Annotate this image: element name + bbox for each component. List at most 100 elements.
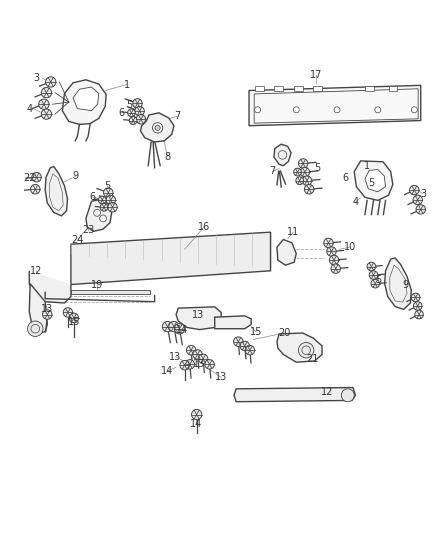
Circle shape (42, 310, 52, 319)
Text: 14: 14 (190, 419, 202, 430)
Circle shape (136, 115, 145, 124)
Text: 13: 13 (193, 359, 205, 369)
Circle shape (69, 313, 79, 322)
Circle shape (63, 308, 73, 317)
Circle shape (371, 279, 380, 288)
Circle shape (28, 321, 43, 336)
Circle shape (108, 203, 117, 212)
Circle shape (331, 264, 340, 273)
Text: 7: 7 (269, 166, 276, 176)
Text: 9: 9 (403, 279, 409, 289)
Text: 14: 14 (177, 325, 189, 335)
Circle shape (416, 205, 425, 214)
Circle shape (300, 167, 310, 177)
Text: 11: 11 (287, 227, 300, 237)
Text: 13: 13 (192, 310, 205, 320)
Circle shape (191, 409, 202, 420)
Circle shape (298, 159, 308, 168)
Text: 1: 1 (364, 160, 370, 171)
Text: 22: 22 (23, 173, 35, 183)
Text: 23: 23 (82, 225, 95, 236)
Circle shape (205, 360, 214, 369)
Circle shape (367, 262, 376, 271)
Polygon shape (234, 387, 356, 402)
Circle shape (341, 389, 354, 402)
Polygon shape (71, 232, 271, 285)
Circle shape (162, 321, 173, 332)
Circle shape (99, 196, 106, 204)
Text: 3: 3 (34, 72, 39, 83)
Text: 6: 6 (343, 173, 349, 183)
Circle shape (187, 345, 196, 355)
Text: 8: 8 (164, 151, 170, 161)
Text: 5: 5 (368, 178, 374, 188)
Polygon shape (215, 316, 251, 329)
Circle shape (233, 337, 243, 346)
Circle shape (41, 87, 52, 98)
Bar (365, 86, 374, 91)
Circle shape (31, 184, 40, 194)
Circle shape (133, 99, 142, 108)
Text: 6: 6 (89, 192, 95, 202)
Polygon shape (45, 166, 67, 216)
Circle shape (413, 195, 423, 205)
Text: 13: 13 (41, 304, 53, 313)
Circle shape (415, 310, 423, 319)
Text: 14: 14 (161, 366, 173, 376)
Polygon shape (29, 284, 47, 333)
Text: 6: 6 (118, 108, 124, 118)
Circle shape (296, 177, 304, 184)
Polygon shape (71, 290, 150, 294)
Polygon shape (86, 199, 112, 231)
Circle shape (411, 293, 420, 302)
Text: 17: 17 (310, 70, 322, 80)
Text: 3: 3 (420, 189, 426, 198)
Polygon shape (176, 307, 221, 329)
Circle shape (169, 321, 179, 332)
Circle shape (103, 188, 113, 197)
Circle shape (152, 123, 163, 133)
Circle shape (100, 204, 108, 211)
Text: 13: 13 (215, 372, 227, 382)
Bar (274, 86, 283, 91)
Circle shape (39, 99, 49, 109)
Text: 7: 7 (174, 111, 180, 122)
Circle shape (413, 302, 422, 310)
Circle shape (193, 350, 202, 359)
Text: 5: 5 (104, 181, 110, 191)
Bar (255, 86, 264, 91)
Text: 12: 12 (321, 387, 333, 397)
Circle shape (375, 107, 381, 113)
Circle shape (155, 125, 160, 131)
Text: 10: 10 (344, 242, 356, 252)
Bar (389, 86, 397, 91)
Polygon shape (385, 258, 411, 310)
Text: 4: 4 (26, 103, 32, 114)
Text: 12: 12 (30, 266, 43, 276)
Bar (294, 86, 303, 91)
Text: 5: 5 (314, 163, 321, 173)
Polygon shape (249, 85, 421, 126)
Text: 5: 5 (374, 275, 381, 285)
Circle shape (127, 109, 135, 117)
Circle shape (329, 255, 339, 265)
Polygon shape (62, 80, 106, 124)
Text: 5: 5 (126, 100, 132, 110)
Text: 15: 15 (250, 327, 262, 337)
Polygon shape (29, 271, 71, 303)
Circle shape (174, 324, 185, 334)
Circle shape (106, 195, 116, 205)
Circle shape (293, 107, 299, 113)
Polygon shape (277, 239, 296, 265)
Circle shape (135, 107, 144, 116)
Circle shape (41, 109, 52, 119)
Circle shape (129, 117, 137, 124)
Circle shape (327, 247, 336, 256)
Circle shape (46, 77, 56, 87)
Circle shape (334, 107, 340, 113)
Text: 20: 20 (278, 328, 290, 338)
Polygon shape (141, 113, 174, 142)
Polygon shape (365, 169, 385, 192)
Text: 15: 15 (68, 317, 81, 327)
Polygon shape (354, 161, 393, 200)
